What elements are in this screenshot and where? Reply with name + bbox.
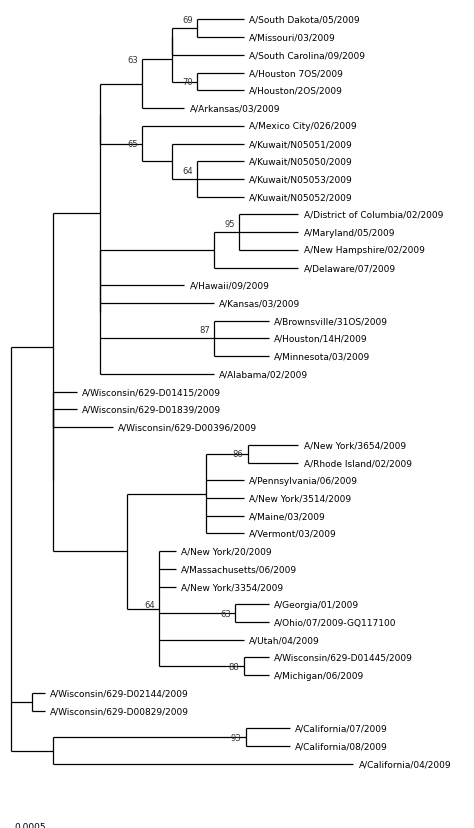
Text: A/Mexico City/026/2009: A/Mexico City/026/2009 bbox=[249, 123, 356, 131]
Text: A/Missouri/03/2009: A/Missouri/03/2009 bbox=[249, 34, 336, 43]
Text: 95: 95 bbox=[225, 219, 235, 229]
Text: A/Wisconsin/629-D00396/2009: A/Wisconsin/629-D00396/2009 bbox=[118, 423, 257, 432]
Text: 70: 70 bbox=[182, 78, 193, 87]
Text: 64: 64 bbox=[182, 166, 193, 176]
Text: A/California/04/2009: A/California/04/2009 bbox=[358, 759, 451, 768]
Text: A/Kuwait/N05051/2009: A/Kuwait/N05051/2009 bbox=[249, 140, 352, 149]
Text: 0.0005: 0.0005 bbox=[14, 822, 46, 828]
Text: 64: 64 bbox=[144, 600, 155, 609]
Text: A/South Dakota/05/2009: A/South Dakota/05/2009 bbox=[249, 16, 359, 25]
Text: 63: 63 bbox=[220, 609, 231, 618]
Text: A/Vermont/03/2009: A/Vermont/03/2009 bbox=[249, 529, 337, 538]
Text: A/Wisconsin/629-D00829/2009: A/Wisconsin/629-D00829/2009 bbox=[50, 706, 189, 715]
Text: A/Maine/03/2009: A/Maine/03/2009 bbox=[249, 512, 325, 521]
Text: A/Hawaii/09/2009: A/Hawaii/09/2009 bbox=[190, 282, 269, 291]
Text: 93: 93 bbox=[231, 733, 241, 742]
Text: A/Utah/04/2009: A/Utah/04/2009 bbox=[249, 636, 319, 644]
Text: A/New York/3514/2009: A/New York/3514/2009 bbox=[249, 493, 351, 503]
Text: A/Wisconsin/629-D01839/2009: A/Wisconsin/629-D01839/2009 bbox=[82, 406, 221, 414]
Text: 86: 86 bbox=[233, 450, 244, 459]
Text: A/South Carolina/09/2009: A/South Carolina/09/2009 bbox=[249, 51, 365, 60]
Text: A/New York/3354/2009: A/New York/3354/2009 bbox=[181, 582, 283, 591]
Text: A/California/07/2009: A/California/07/2009 bbox=[295, 724, 388, 733]
Text: A/Kuwait/N05050/2009: A/Kuwait/N05050/2009 bbox=[249, 157, 352, 166]
Text: 88: 88 bbox=[228, 662, 239, 671]
Text: A/New York/3654/2009: A/New York/3654/2009 bbox=[303, 440, 406, 450]
Text: A/Brownsville/31OS/2009: A/Brownsville/31OS/2009 bbox=[274, 317, 388, 326]
Text: A/Houston/14H/2009: A/Houston/14H/2009 bbox=[274, 335, 368, 344]
Text: A/District of Columbia/02/2009: A/District of Columbia/02/2009 bbox=[303, 210, 443, 219]
Text: A/Wisconsin/629-D01415/2009: A/Wisconsin/629-D01415/2009 bbox=[82, 388, 221, 397]
Text: A/Pennsylvania/06/2009: A/Pennsylvania/06/2009 bbox=[249, 476, 357, 485]
Text: A/Delaware/07/2009: A/Delaware/07/2009 bbox=[303, 264, 396, 272]
Text: A/Wisconsin/629-D01445/2009: A/Wisconsin/629-D01445/2009 bbox=[274, 653, 413, 662]
Text: A/Massachusetts/06/2009: A/Massachusetts/06/2009 bbox=[181, 565, 297, 574]
Text: A/Houston/2OS/2009: A/Houston/2OS/2009 bbox=[249, 87, 343, 96]
Text: 65: 65 bbox=[128, 140, 138, 149]
Text: A/Wisconsin/629-D02144/2009: A/Wisconsin/629-D02144/2009 bbox=[50, 689, 189, 697]
Text: A/Arkansas/03/2009: A/Arkansas/03/2009 bbox=[190, 104, 280, 113]
Text: A/Michigan/06/2009: A/Michigan/06/2009 bbox=[274, 671, 364, 680]
Text: A/Kuwait/N05053/2009: A/Kuwait/N05053/2009 bbox=[249, 176, 352, 185]
Text: A/Rhode Island/02/2009: A/Rhode Island/02/2009 bbox=[303, 459, 411, 468]
Text: 63: 63 bbox=[127, 55, 138, 65]
Text: A/New Hampshire/02/2009: A/New Hampshire/02/2009 bbox=[303, 246, 424, 255]
Text: A/Kansas/03/2009: A/Kansas/03/2009 bbox=[219, 299, 301, 308]
Text: A/Houston 7OS/2009: A/Houston 7OS/2009 bbox=[249, 69, 343, 78]
Text: A/Maryland/05/2009: A/Maryland/05/2009 bbox=[303, 229, 395, 238]
Text: A/Kuwait/N05052/2009: A/Kuwait/N05052/2009 bbox=[249, 193, 352, 202]
Text: A/New York/20/2009: A/New York/20/2009 bbox=[181, 547, 272, 556]
Text: A/Minnesota/03/2009: A/Minnesota/03/2009 bbox=[274, 352, 370, 361]
Text: A/Alabama/02/2009: A/Alabama/02/2009 bbox=[219, 370, 308, 379]
Text: A/Georgia/01/2009: A/Georgia/01/2009 bbox=[274, 600, 359, 609]
Text: 69: 69 bbox=[182, 16, 193, 25]
Text: 87: 87 bbox=[199, 325, 210, 335]
Text: A/Ohio/07/2009-GQ117100: A/Ohio/07/2009-GQ117100 bbox=[274, 618, 396, 627]
Text: A/California/08/2009: A/California/08/2009 bbox=[295, 742, 388, 751]
